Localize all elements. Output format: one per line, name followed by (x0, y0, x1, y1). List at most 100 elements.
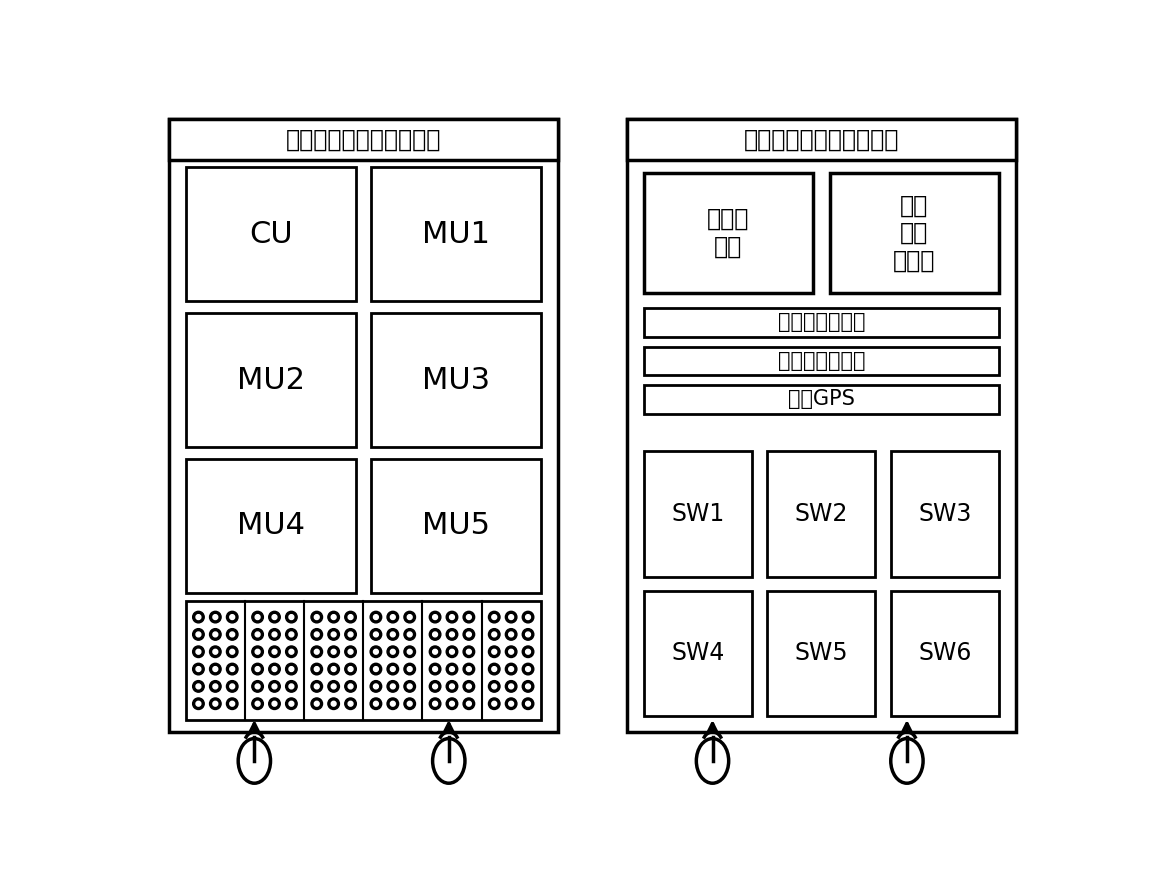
Circle shape (404, 663, 415, 675)
Circle shape (328, 612, 339, 623)
Circle shape (506, 612, 517, 623)
Circle shape (285, 629, 297, 640)
Circle shape (522, 629, 534, 640)
Circle shape (522, 698, 534, 710)
Circle shape (196, 701, 201, 706)
Circle shape (446, 646, 457, 657)
Text: SW3: SW3 (918, 502, 971, 526)
Circle shape (226, 629, 238, 640)
Circle shape (463, 680, 475, 692)
Circle shape (256, 667, 260, 672)
Text: SW1: SW1 (671, 502, 725, 526)
Circle shape (210, 646, 221, 657)
Circle shape (407, 684, 412, 689)
Circle shape (230, 684, 235, 689)
Circle shape (269, 612, 280, 623)
Circle shape (509, 632, 514, 637)
Circle shape (196, 614, 201, 620)
Text: SW6: SW6 (918, 641, 971, 665)
Circle shape (256, 701, 260, 706)
Bar (185, 313, 355, 447)
Circle shape (467, 684, 472, 689)
Circle shape (373, 667, 379, 672)
Circle shape (272, 701, 277, 706)
Text: 动模广域保护测量控制柜: 动模广域保护测量控制柜 (285, 128, 441, 152)
Text: MU5: MU5 (422, 512, 490, 540)
Circle shape (285, 663, 297, 675)
Circle shape (289, 684, 293, 689)
Circle shape (506, 680, 517, 692)
Circle shape (314, 632, 319, 637)
Circle shape (391, 614, 395, 620)
Circle shape (314, 701, 319, 706)
Circle shape (449, 701, 454, 706)
Circle shape (226, 680, 238, 692)
Circle shape (488, 680, 500, 692)
Ellipse shape (433, 739, 465, 783)
Circle shape (404, 629, 415, 640)
Circle shape (371, 698, 381, 710)
Circle shape (387, 698, 399, 710)
Circle shape (289, 614, 293, 620)
Circle shape (210, 629, 221, 640)
Circle shape (429, 698, 441, 710)
Circle shape (256, 649, 260, 655)
Bar (371, 313, 541, 447)
Circle shape (506, 698, 517, 710)
Circle shape (407, 701, 412, 706)
Text: 通信管
理机: 通信管 理机 (707, 207, 750, 259)
Circle shape (328, 698, 339, 710)
Text: MU2: MU2 (237, 365, 305, 395)
Text: SW4: SW4 (671, 641, 725, 665)
Circle shape (269, 646, 280, 657)
Bar (767, 451, 875, 577)
Bar (371, 459, 541, 593)
Circle shape (491, 632, 496, 637)
Circle shape (509, 649, 514, 655)
Circle shape (272, 684, 277, 689)
Circle shape (491, 701, 496, 706)
Circle shape (387, 646, 399, 657)
Circle shape (256, 614, 260, 620)
Circle shape (226, 646, 238, 657)
Bar (644, 173, 813, 293)
Circle shape (506, 629, 517, 640)
Text: 同步GPS: 同步GPS (788, 389, 855, 409)
Circle shape (252, 629, 264, 640)
Circle shape (463, 646, 475, 657)
Circle shape (289, 701, 293, 706)
Text: SW2: SW2 (794, 502, 848, 526)
Circle shape (252, 680, 264, 692)
Bar (829, 173, 999, 293)
Circle shape (371, 663, 381, 675)
Circle shape (314, 614, 319, 620)
Circle shape (348, 649, 353, 655)
Circle shape (391, 684, 395, 689)
Circle shape (526, 614, 530, 620)
Circle shape (345, 698, 357, 710)
Text: MU3: MU3 (422, 365, 490, 395)
Circle shape (506, 646, 517, 657)
Circle shape (192, 646, 204, 657)
Circle shape (387, 680, 399, 692)
Bar (767, 591, 875, 716)
Circle shape (522, 663, 534, 675)
Circle shape (210, 663, 221, 675)
Circle shape (328, 629, 339, 640)
Circle shape (331, 649, 337, 655)
Circle shape (371, 629, 381, 640)
Circle shape (328, 663, 339, 675)
Circle shape (311, 680, 323, 692)
Circle shape (407, 667, 412, 672)
Circle shape (373, 684, 379, 689)
Circle shape (433, 614, 438, 620)
Circle shape (491, 614, 496, 620)
Bar (185, 601, 541, 720)
Circle shape (252, 698, 264, 710)
Circle shape (467, 649, 472, 655)
Bar (644, 385, 999, 413)
Bar (890, 451, 999, 577)
Circle shape (467, 632, 472, 637)
Circle shape (252, 612, 264, 623)
Text: MU4: MU4 (237, 512, 305, 540)
